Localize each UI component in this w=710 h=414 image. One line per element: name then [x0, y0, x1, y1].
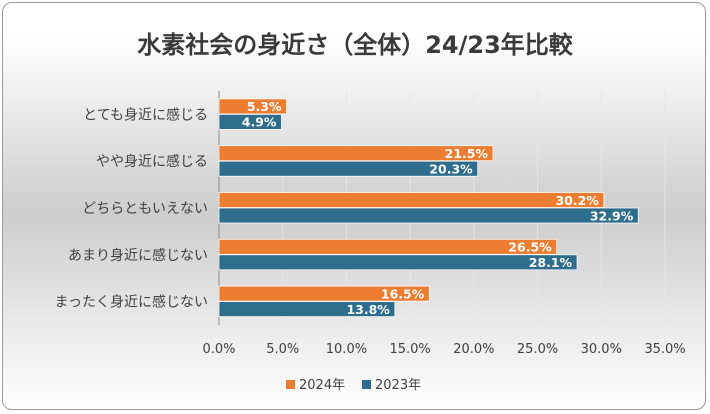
bars: 5.3%4.9% 21.5%20.3% 30.2%32.9% 26.5%28.1% 16…	[218, 98, 639, 317]
data-label: 5.3%	[247, 99, 282, 114]
data-label: 4.9%	[242, 115, 277, 130]
bar-2023年	[218, 254, 578, 271]
data-label: 32.9%	[590, 208, 634, 223]
data-label: 21.5%	[445, 146, 489, 161]
category-label: やや身近に感じる	[96, 153, 208, 170]
bar-2023年	[218, 301, 396, 317]
data-label: 16.5%	[381, 286, 425, 301]
bar-2023年	[218, 160, 479, 177]
data-label: 30.2%	[555, 193, 599, 208]
bar-2024年	[218, 238, 558, 255]
chart-frame: 水素社会の身近さ（全体）24/23年比較 5.3% 4.9% 21.5% 20.3% 3…	[2, 2, 706, 410]
legend: 2024年 2023年	[286, 378, 421, 393]
x-tick-label: 20.0%	[453, 342, 494, 357]
legend-label: 2023年	[375, 378, 421, 393]
bar-chart: 水素社会の身近さ（全体）24/23年比較 5.3%4.9% 21.5%20.3% 3…	[55, 31, 686, 393]
bar-2024年	[218, 145, 494, 162]
x-tick-label: 0.0%	[202, 342, 235, 357]
data-label: 28.1%	[529, 255, 573, 270]
category-label: とても身近に感じる	[83, 106, 208, 123]
category-labels: とても身近に感じるやや身近に感じるどちらともいえないあまり身近に感じないまったく…	[55, 106, 208, 310]
data-label: 26.5%	[508, 240, 552, 255]
x-tick-label: 10.0%	[326, 342, 367, 357]
data-label: 20.3%	[429, 161, 473, 176]
x-tick-label: 30.0%	[581, 342, 622, 357]
x-tick-label: 35.0%	[644, 342, 685, 357]
bar-2023年	[218, 114, 282, 130]
category-label: あまり身近に感じない	[68, 247, 208, 264]
x-tick-label: 25.0%	[517, 342, 558, 357]
legend-label: 2024年	[299, 378, 345, 393]
x-tick-label: 15.0%	[389, 342, 430, 357]
legend-swatch	[286, 380, 295, 389]
legend-swatch	[362, 380, 371, 389]
x-tick-label: 5.0%	[266, 342, 299, 357]
bar-2024年	[218, 98, 287, 115]
category-label: どちらともいえない	[82, 201, 208, 217]
category-label: まったく身近に感じない	[55, 294, 208, 311]
bar-2024年	[218, 285, 430, 302]
chart-title: 水素社会の身近さ（全体）24/23年比較	[137, 31, 574, 59]
data-label: 13.8%	[346, 302, 390, 317]
x-axis-ticks: 0.0% 5.0% 10.0% 15.0% 20.0% 25.0% 30.0% 35.0%	[202, 342, 685, 357]
bar-2023年	[218, 207, 639, 224]
bar-2024年	[218, 192, 605, 208]
